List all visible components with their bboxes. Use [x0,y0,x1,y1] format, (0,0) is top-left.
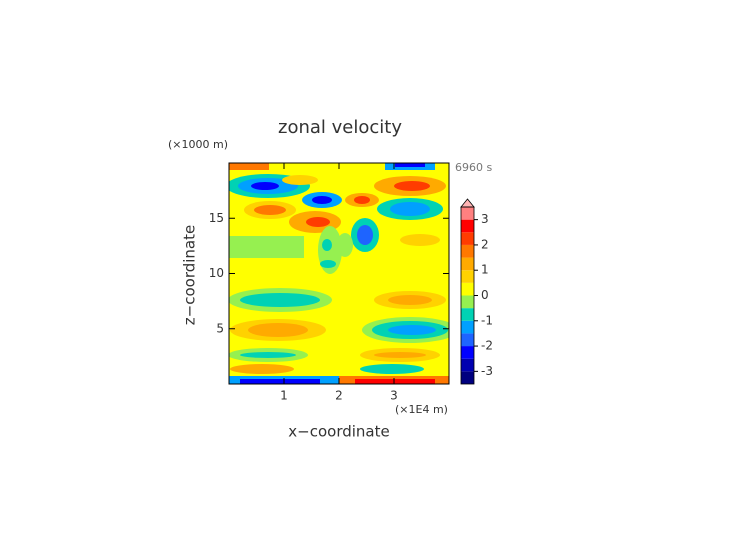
x-axis-label: x−coordinate [288,423,389,441]
colorbar-band [461,219,474,233]
time-label: 6960 s [455,161,492,174]
chart-title: zonal velocity [278,117,402,138]
contour-field [229,163,449,384]
colorbar-band [461,308,474,321]
y-tick-label: 15 [209,211,224,225]
colorbar-tick-label: -1 [481,313,493,327]
y-unit: (×1000 m) [168,138,228,151]
colorbar-tick-label: 2 [481,237,489,251]
colorbar-tick-label: -2 [481,339,493,353]
colorbar-band [461,244,474,258]
colorbar-over [460,198,475,208]
colorbar-band [461,346,474,359]
colorbar-band [461,207,474,220]
colorbar-band [461,358,474,372]
colorbar-band [461,333,474,347]
colorbar-band [461,257,474,271]
colorbar-band [461,295,474,309]
y-tick-label: 5 [216,321,224,335]
y-axis-label: z−coordinate [181,225,199,325]
colorbar-band [461,371,474,384]
colorbar-band [461,320,474,334]
colorbar-tick-label: 3 [481,212,489,226]
colorbar-band [461,270,474,283]
x-tick-label: 2 [335,389,343,403]
colorbar-band [461,282,474,296]
x-unit: (×1E4 m) [395,403,448,416]
colorbar-tick-label: -3 [481,364,493,378]
colorbar-tick-label: 1 [481,263,489,277]
colorbar-tick-label: 0 [481,288,489,302]
y-tick-label: 10 [209,266,224,280]
colorbar-band [461,232,474,245]
x-tick-label: 1 [280,389,288,403]
x-tick-label: 3 [390,389,398,403]
